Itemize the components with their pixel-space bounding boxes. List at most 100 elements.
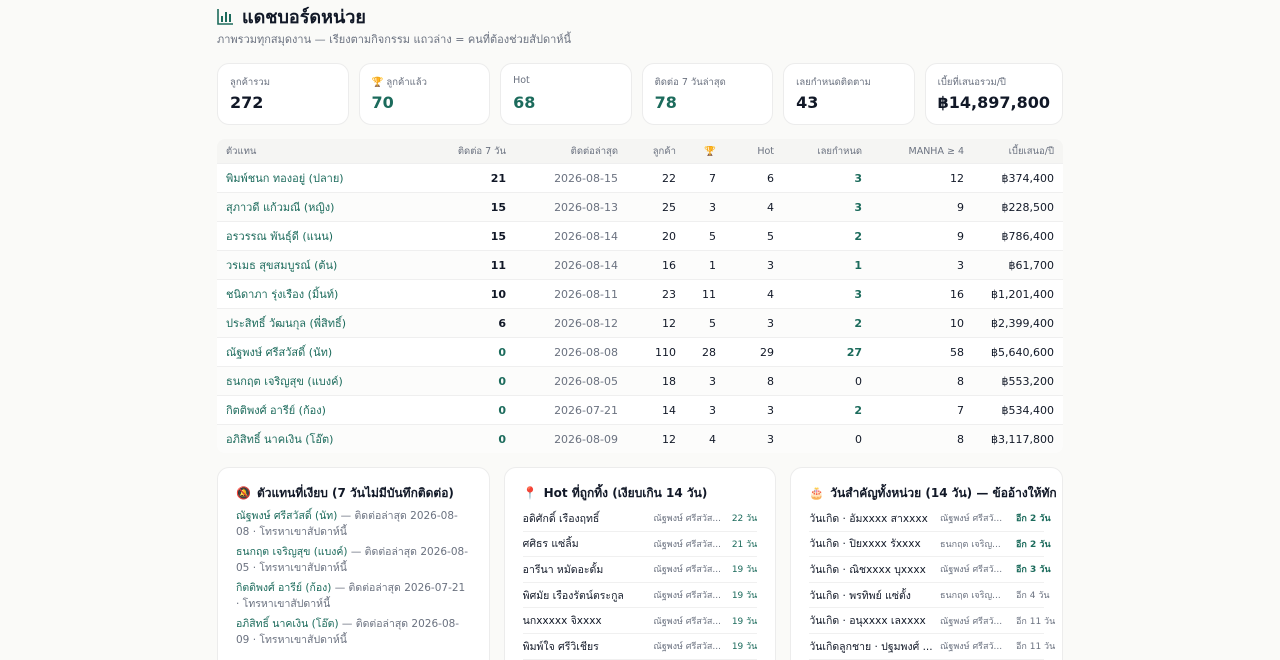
cell-contact-7: 0	[498, 345, 506, 359]
cell-agent[interactable]: อภิสิทธิ์ นาคเงิน (โอ๊ต)	[226, 433, 334, 446]
list-item[interactable]: วันเกิดลูกชาย · ปฐมพงศ์ ... ณัฐพงษ์ ศรีสว…	[809, 634, 1055, 660]
item-owner: ธนกฤต เจริญ...	[940, 539, 1001, 550]
list-item[interactable]: อารีนา หมัดอะดั้ม ณัฐพงษ์ ศรีสวัส... 19 วั…	[522, 557, 758, 583]
item-days: 19 วัน	[731, 642, 758, 653]
col-contact-7[interactable]: ติดต่อ 7 วัน	[457, 145, 506, 157]
panel-title: 🔕 ตัวแทนที่เงียบ (7 วันไม่มีบันทึกติดต่อ…	[236, 484, 471, 502]
cell-agent[interactable]: สุภาวดี แก้วมณี (หญิง)	[226, 201, 335, 214]
list-item[interactable]: วันเกิด · ปิยxxxx รัxxxx ธนกฤต เจริญ... อี…	[809, 532, 1051, 558]
cell-agent[interactable]: วรเมธ สุขสมบูรณ์ (ต้น)	[226, 259, 338, 272]
cell-last-contact: 2026-08-15	[554, 171, 618, 185]
item-title: วันเกิด · ปิยxxxx รัxxxx	[809, 538, 921, 551]
cell-agent[interactable]: กิตติพงศ์ อารีย์ (ก้อง)	[226, 404, 326, 417]
cell-agent[interactable]: ธนกฤต เจริญสุข (แบงค์)	[226, 375, 343, 388]
list-item[interactable]: วันเกิด · พรทิพย์ แซ่ตั้ง ธนกฤต เจริญ... อ…	[809, 583, 1050, 609]
item-owner: ณัฐพงษ์ ศรีสวั...	[940, 565, 1003, 576]
cell-manha: 58	[950, 345, 964, 359]
card-won-customers: 🏆 ลูกค้าแล้ว 70	[358, 63, 491, 125]
table-row[interactable]: ธนกฤต เจริญสุข (แบงค์) 0 2026-08-05 18 3 8 0 8 ฿…	[217, 366, 1063, 395]
col-premium[interactable]: เบี้ยเสนอ/ปี	[1008, 145, 1054, 157]
cell-agent[interactable]: พิมพ์ชนก ทองอยู่ (ปลาย)	[226, 172, 344, 185]
item-days: 22 วัน	[731, 514, 758, 525]
col-manha[interactable]: MANHA ≥ 4	[908, 145, 965, 157]
item-owner: ธนกฤต เจริญ...	[940, 591, 1001, 602]
cell-customers: 12	[662, 432, 676, 446]
agent-link[interactable]: ธนกฤต เจริญสุข (แบงค์)	[236, 546, 348, 558]
item-title: พิศมัย เรืองรัตน์ตระกูล	[522, 589, 624, 602]
cell-last-contact: 2026-08-12	[554, 316, 618, 330]
list-item[interactable]: วันเกิด · อัมxxxx สาxxxx ณัฐพงษ์ ศรีสวั..…	[809, 506, 1051, 532]
item-days: อีก 2 วัน	[1016, 514, 1051, 525]
cell-customers: 25	[662, 200, 676, 214]
cell-last-contact: 2026-08-14	[554, 229, 618, 243]
col-overdue[interactable]: เลยกำหนด	[817, 145, 862, 157]
cell-contact-7: 15	[490, 200, 506, 214]
table-row[interactable]: พิมพ์ชนก ทองอยู่ (ปลาย) 21 2026-08-15 22 7 6 3…	[217, 163, 1063, 192]
quiet-list: ณัฐพงษ์ ศรีสวัสดิ์ (นัท) — ติดต่อล่าสุด …	[236, 508, 471, 648]
list-item[interactable]: อดิศักดิ์ เรืองฤทธิ์ ณัฐพงษ์ ศรีสวัส... 22…	[522, 506, 758, 532]
list-item: กิตติพงศ์ อารีย์ (ก้อง) — ติดต่อล่าสุด 2…	[236, 580, 471, 612]
col-agent[interactable]: ตัวแทน	[226, 145, 257, 157]
col-hot[interactable]: Hot	[757, 145, 774, 157]
panel-title-text: ตัวแทนที่เงียบ (7 วันไม่มีบันทึกติดต่อ)	[256, 485, 454, 500]
list-item[interactable]: ศศิธร แซ่ลิ้ม ณัฐพงษ์ ศรีสวัส... 21 วัน	[522, 532, 758, 558]
table-row[interactable]: กิตติพงศ์ อารีย์ (ก้อง) 0 2026-07-21 14 3 3 2 7…	[217, 395, 1063, 424]
cell-hot: 4	[767, 287, 774, 301]
cell-last-contact: 2026-08-11	[554, 287, 618, 301]
agent-note: — ติดต่อล่าสุด 2026-08-09 · โทรหาเขาสัปด…	[236, 618, 460, 646]
quiet-agents-panel: 🔕 ตัวแทนที่เงียบ (7 วันไม่มีบันทึกติดต่อ…	[217, 467, 490, 660]
table-row[interactable]: ประสิทธิ์ วัฒนกุล (พี่สิทธิ์) 6 2026-08-12…	[217, 308, 1063, 337]
agent-note: — ติดต่อล่าสุด 2026-08-05 · โทรหาเขาสัปด…	[236, 546, 468, 574]
cell-hot: 3	[767, 316, 774, 330]
cell-contact-7: 0	[498, 374, 506, 388]
cell-customers: 22	[662, 171, 676, 185]
item-owner: ณัฐพงษ์ ศรีสวั...	[940, 616, 1003, 627]
agent-link[interactable]: ณัฐพงษ์ ศรีสวัสดิ์ (นัท)	[236, 510, 338, 522]
cell-agent[interactable]: อรวรรณ พันธุ์ดี (แนน)	[226, 230, 334, 243]
list-item[interactable]: วันเกิด · ณิชxxxx บุxxxx ณัฐพงษ์ ศรีสวั..…	[809, 557, 1051, 583]
cell-last-contact: 2026-08-14	[554, 258, 618, 272]
cell-agent[interactable]: ประสิทธิ์ วัฒนกุล (พี่สิทธิ์)	[226, 317, 347, 330]
cell-customers: 16	[662, 258, 676, 272]
table-row[interactable]: อภิสิทธิ์ นาคเงิน (โอ๊ต) 0 2026-08-09 12 4 3 0…	[217, 424, 1063, 453]
item-title: วันเกิด · อนุxxxx เลxxxx	[809, 615, 926, 628]
list-item[interactable]: พิศมัย เรืองรัตน์ตระกูล ณัฐพงษ์ ศรีสวัส..…	[522, 583, 758, 609]
table-row[interactable]: วรเมธ สุขสมบูรณ์ (ต้น) 11 2026-08-14 16 1 3 1 3…	[217, 250, 1063, 279]
col-customers[interactable]: ลูกค้า	[652, 145, 676, 157]
table-row[interactable]: ชนิดาภา รุ่งเรือง (มิ้นท์) 10 2026-08-11 23…	[217, 279, 1063, 308]
cell-premium: ฿228,500	[1001, 200, 1055, 214]
item-days: 19 วัน	[731, 616, 758, 627]
agent-link[interactable]: กิตติพงศ์ อารีย์ (ก้อง)	[236, 582, 332, 594]
card-value: 43	[796, 93, 819, 112]
cell-contact-7: 21	[490, 171, 506, 185]
col-last-contact[interactable]: ติดต่อล่าสุด	[570, 145, 618, 157]
cell-contact-7: 0	[498, 403, 506, 417]
cell-won: 7	[709, 171, 716, 185]
abandoned-hot-panel: 📍 Hot ที่ถูกทิ้ง (เงียบเกิน 14 วัน) อดิศ…	[503, 467, 777, 660]
list-item: ธนกฤต เจริญสุข (แบงค์) — ติดต่อล่าสุด 20…	[236, 544, 471, 576]
cell-won: 28	[702, 345, 716, 359]
item-owner: ณัฐพงษ์ ศรีสวั...	[940, 514, 1003, 525]
card-value: 78	[654, 93, 677, 112]
item-owner: ณัฐพงษ์ ศรีสวัส...	[653, 642, 721, 653]
item-title: วันเกิด · อัมxxxx สาxxxx	[809, 512, 928, 525]
cell-manha: 12	[950, 171, 964, 185]
item-title: อดิศักดิ์ เรืองฤทธิ์	[522, 512, 600, 525]
bottom-panels: 🔕 ตัวแทนที่เงียบ (7 วันไม่มีบันทึกติดต่อ…	[217, 467, 1064, 660]
list-item[interactable]: พิมพ์ใจ ศรีวิเชียร ณัฐพงษ์ ศรีสวัส... 19 ว…	[522, 634, 758, 660]
agent-link[interactable]: อภิสิทธิ์ นาคเงิน (โอ๊ต)	[236, 618, 339, 630]
col-trophy[interactable]: 🏆	[704, 145, 716, 157]
table-row[interactable]: ณัฐพงษ์ ศรีสวัสดิ์ (นัท) 0 2026-08-08 110 28…	[217, 337, 1063, 366]
cell-manha: 9	[957, 200, 964, 214]
table-row[interactable]: อรวรรณ พันธุ์ดี (แนน) 15 2026-08-14 20 5 5 2 9 ฿…	[217, 221, 1063, 250]
cell-won: 4	[709, 432, 716, 446]
item-owner: ณัฐพงษ์ ศรีสวัส...	[653, 514, 721, 525]
cell-agent[interactable]: ชนิดาภา รุ่งเรือง (มิ้นท์)	[226, 288, 339, 301]
list-item[interactable]: นกxxxxx จิxxxx ณัฐพงษ์ ศรีสวัส... 19 วัน	[522, 608, 758, 634]
item-owner: ณัฐพงษ์ ศรีสวัส...	[653, 616, 721, 627]
list-item[interactable]: วันเกิด · อนุxxxx เลxxxx ณัฐพงษ์ ศรีสวั..…	[809, 608, 1055, 634]
cell-manha: 8	[957, 374, 964, 388]
table-row[interactable]: สุภาวดี แก้วมณี (หญิง) 15 2026-08-13 25 3 4 3 9…	[217, 192, 1063, 221]
cell-overdue: 0	[855, 432, 862, 446]
cell-agent[interactable]: ณัฐพงษ์ ศรีสวัสดิ์ (นัท)	[226, 346, 333, 359]
